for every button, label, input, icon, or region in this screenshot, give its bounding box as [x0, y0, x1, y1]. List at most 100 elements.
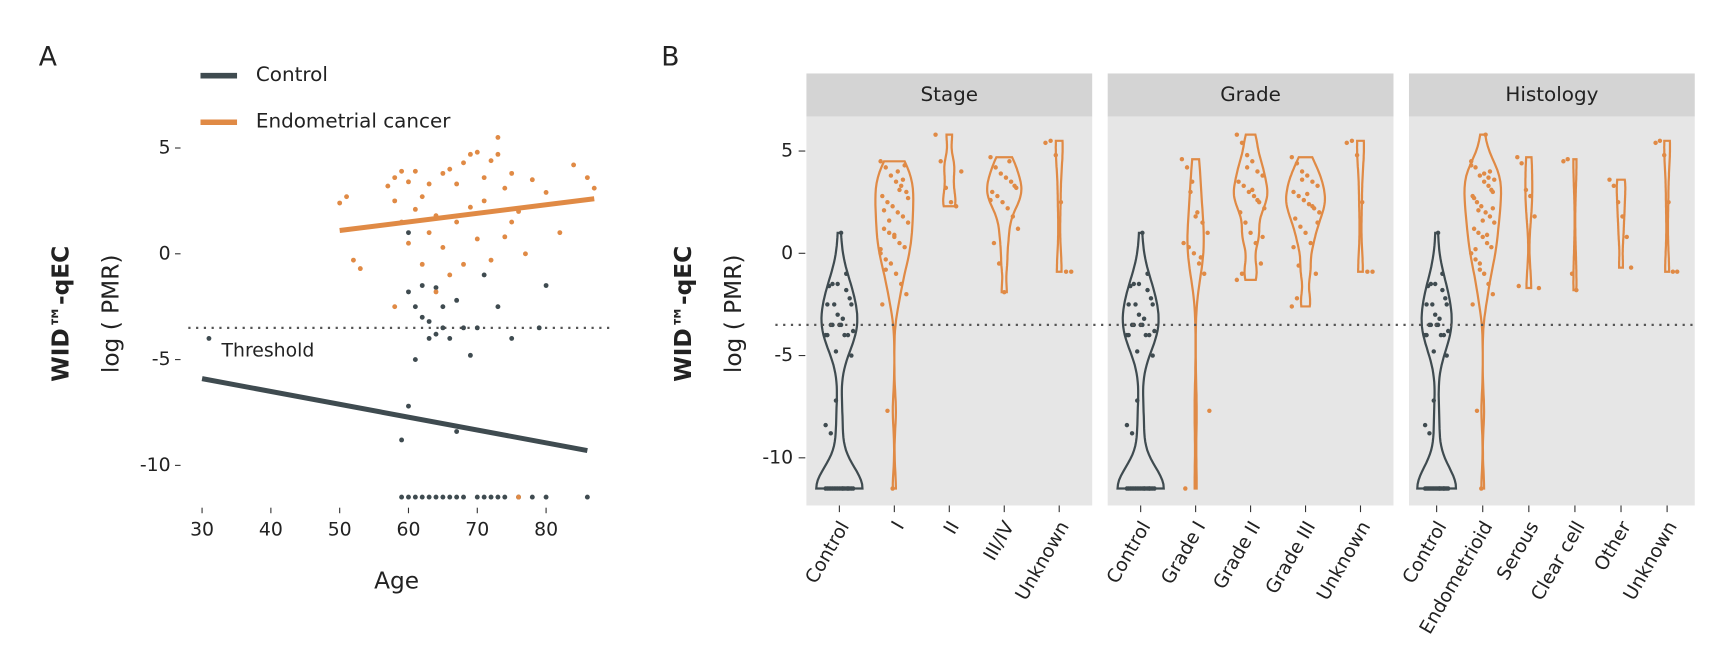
point: [1188, 189, 1193, 195]
point: [988, 197, 993, 203]
point: [1438, 332, 1444, 338]
point: [1483, 210, 1488, 215]
point: [900, 214, 906, 219]
point: [1007, 159, 1012, 164]
point: [1370, 269, 1375, 274]
point: [1440, 271, 1445, 276]
point: [1143, 332, 1149, 338]
point: [838, 230, 844, 236]
point: [1365, 269, 1370, 274]
point: [1474, 199, 1480, 205]
point: [474, 494, 480, 500]
point: [495, 494, 501, 500]
facet-title: Grade: [1220, 83, 1281, 106]
violin: [874, 160, 915, 490]
point: [454, 494, 460, 500]
point: [1150, 353, 1155, 358]
point: [1148, 296, 1154, 301]
point: [835, 312, 840, 317]
point: [1492, 220, 1497, 225]
point: [1136, 486, 1142, 491]
point: [1515, 154, 1520, 160]
point: [933, 132, 938, 137]
point: [1532, 214, 1537, 219]
point: [509, 335, 515, 341]
point: [900, 177, 906, 182]
y-axis-label: log ( PMR): [720, 255, 747, 374]
point: [905, 195, 911, 201]
point: [399, 494, 405, 500]
point: [536, 325, 542, 331]
point: [849, 353, 854, 358]
point: [1135, 349, 1140, 354]
x-tick-label: Grade I: [1158, 518, 1211, 588]
point: [1191, 251, 1197, 256]
point: [1528, 193, 1533, 199]
point: [419, 494, 425, 500]
violin: [1524, 156, 1534, 290]
point: [467, 352, 473, 358]
point: [529, 494, 535, 500]
point: [357, 266, 363, 272]
point: [1147, 486, 1152, 491]
point: [1305, 173, 1310, 178]
point: [1431, 398, 1436, 403]
point: [454, 181, 460, 187]
point: [440, 325, 446, 331]
point: [1296, 263, 1301, 268]
point: [1150, 302, 1155, 307]
point: [995, 193, 1000, 199]
point: [998, 171, 1004, 176]
point: [885, 199, 890, 205]
point: [1183, 486, 1188, 491]
point: [591, 185, 597, 191]
point: [1236, 179, 1241, 184]
point: [1150, 486, 1155, 491]
point: [412, 357, 418, 363]
x-axis-label: Age: [374, 567, 419, 594]
point: [454, 297, 460, 303]
point: [1476, 230, 1481, 236]
point: [412, 168, 418, 174]
point: [840, 486, 846, 491]
x-tick-label: Grade III: [1262, 518, 1320, 598]
violin: [1116, 231, 1165, 490]
point: [440, 494, 446, 500]
point: [1126, 332, 1131, 338]
point: [1207, 408, 1212, 413]
legend-label: Control: [256, 63, 328, 86]
panel-label: A: [39, 41, 57, 72]
point: [1195, 210, 1200, 215]
point: [1574, 287, 1579, 293]
point: [904, 189, 909, 195]
point: [1349, 138, 1355, 144]
point: [1473, 246, 1478, 252]
point: [883, 267, 888, 272]
point: [1250, 159, 1255, 164]
y-tick-label: 5: [781, 141, 793, 162]
point: [1255, 169, 1260, 174]
point: [1492, 177, 1497, 182]
point: [1012, 183, 1017, 189]
x-tick-label: 50: [328, 519, 352, 540]
point: [1002, 289, 1007, 295]
point: [1141, 316, 1147, 321]
point: [1484, 240, 1490, 246]
y-axis-label: WID™-qEC: [48, 246, 75, 382]
facet-title: Histology: [1505, 83, 1598, 106]
point: [426, 335, 432, 341]
point: [1005, 206, 1010, 211]
point: [406, 494, 411, 500]
x-tick-label: II: [940, 518, 964, 538]
point: [488, 158, 494, 164]
point: [337, 200, 343, 206]
point: [1477, 267, 1483, 272]
point: [1251, 193, 1257, 199]
x-tick-label: I: [888, 518, 909, 533]
point: [1291, 244, 1296, 250]
point: [1262, 206, 1267, 211]
point: [1432, 312, 1438, 317]
point: [406, 240, 411, 246]
point: [840, 316, 846, 321]
point: [392, 304, 398, 310]
